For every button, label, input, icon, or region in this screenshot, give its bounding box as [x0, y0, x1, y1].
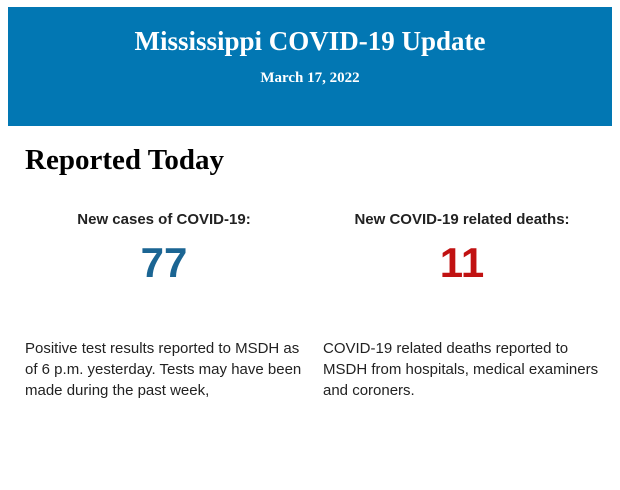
- new-deaths-label: New COVID-19 related deaths:: [354, 210, 570, 228]
- main-content: Reported Today New cases of COVID-19: 77…: [0, 144, 620, 416]
- covid-update-page: Mississippi COVID-19 Update March 17, 20…: [0, 7, 620, 416]
- page-title: Mississippi COVID-19 Update: [134, 26, 486, 56]
- new-cases-label: New cases of COVID-19:: [77, 210, 251, 228]
- new-deaths-description: COVID-19 related deaths reported to MSDH…: [323, 340, 599, 400]
- section-heading: Reported Today: [25, 144, 225, 176]
- stats-grid: New cases of COVID-19: 77 Positive test …: [25, 211, 601, 416]
- report-date: March 17, 2022: [260, 69, 360, 86]
- header-banner: Mississippi COVID-19 Update March 17, 20…: [8, 7, 612, 126]
- new-cases-description: Positive test results reported to MSDH a…: [25, 340, 302, 400]
- new-cases-value: 77: [140, 238, 188, 286]
- stat-new-cases: New cases of COVID-19: 77 Positive test …: [25, 211, 303, 416]
- stat-new-deaths: New COVID-19 related deaths: 11 COVID-19…: [323, 211, 601, 416]
- new-deaths-value: 11: [439, 238, 485, 286]
